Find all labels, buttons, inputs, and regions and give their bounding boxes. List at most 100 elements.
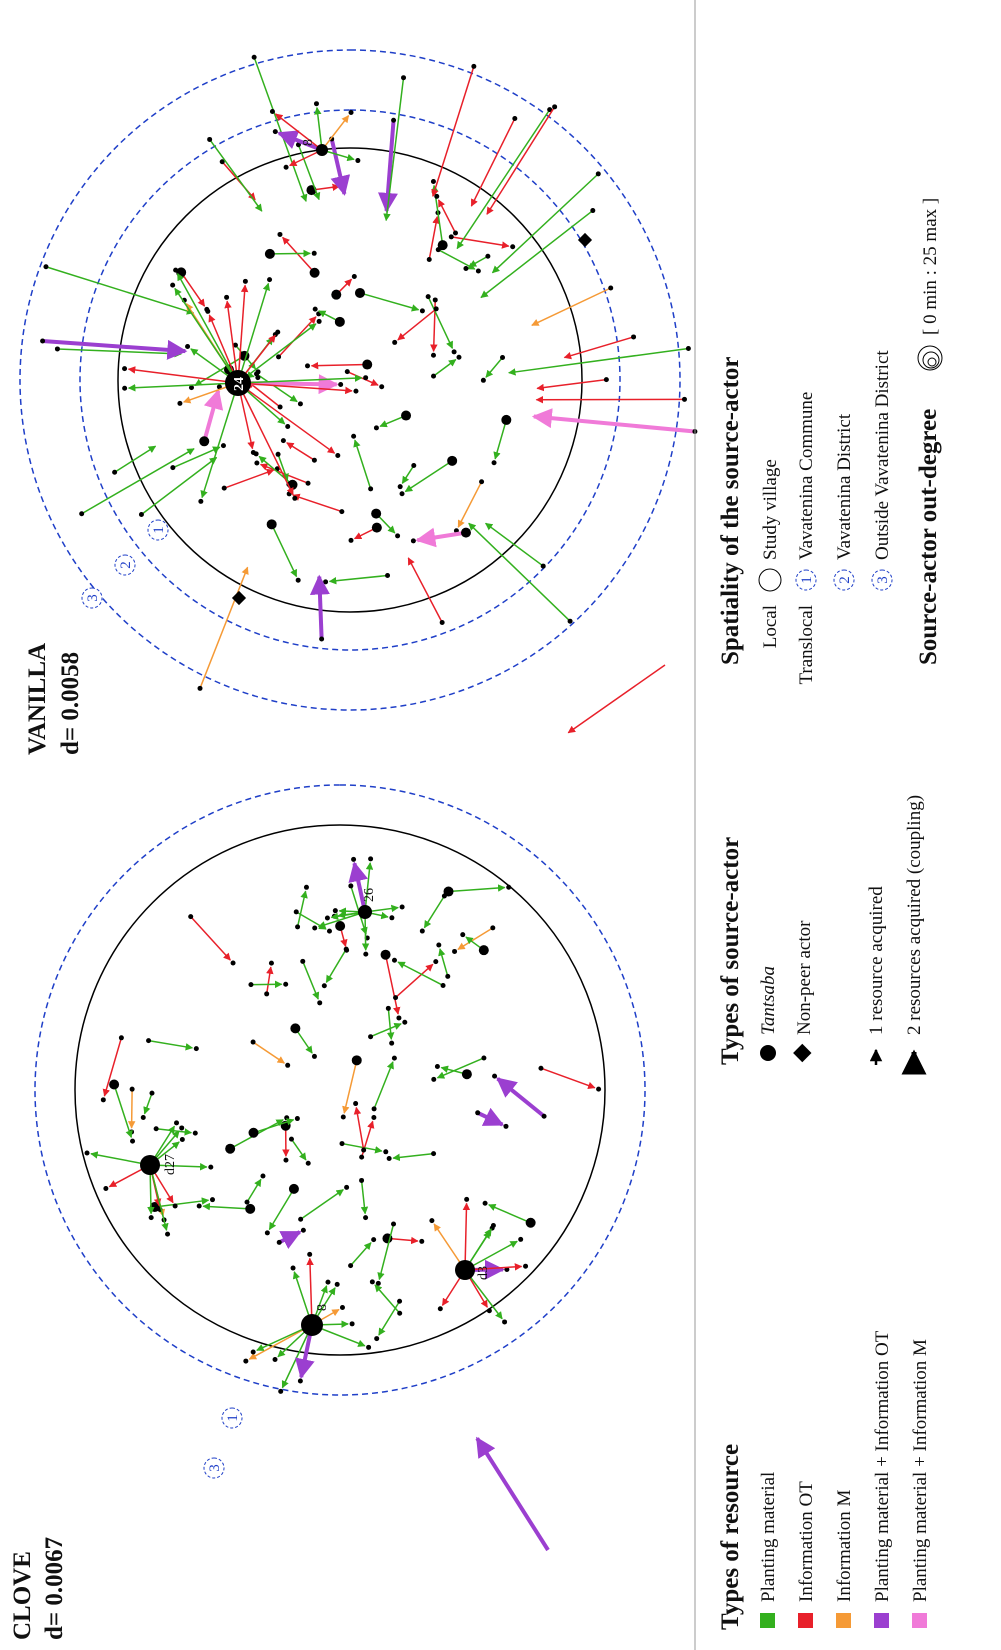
actor-node (243, 1358, 249, 1364)
actor-node (148, 1215, 154, 1221)
actor-node (250, 1349, 256, 1355)
actor-node (362, 359, 373, 370)
actor-node (363, 375, 369, 381)
actor-node (501, 414, 512, 425)
actor-node (464, 1196, 470, 1202)
actor-node (290, 1023, 301, 1034)
ring-label: 1 (799, 576, 815, 584)
actor-node (103, 1186, 109, 1192)
actor-node (303, 884, 309, 890)
legend-resource: Types of resource Planting material Info… (717, 1330, 931, 1630)
edge (310, 361, 368, 370)
actor-node (437, 1306, 443, 1312)
edge (256, 373, 298, 403)
actor-node (363, 1215, 369, 1221)
actor-node (410, 538, 416, 544)
actor-node (269, 109, 275, 115)
actor-node (248, 1127, 259, 1138)
edge (448, 884, 506, 893)
actor-node (389, 1040, 395, 1046)
actor-node (221, 485, 227, 491)
actor-node (595, 171, 601, 177)
actor-node (348, 883, 354, 889)
edge (475, 1436, 550, 1552)
actor-node (401, 410, 412, 421)
actor-node (371, 1115, 377, 1121)
edge (377, 1223, 395, 1281)
actor-node (264, 991, 270, 997)
actor-node (207, 136, 213, 142)
actor-node (547, 107, 553, 113)
edge (387, 1236, 419, 1245)
actor-node (193, 1046, 199, 1052)
actor-node (518, 1236, 524, 1242)
actor-node (260, 1173, 266, 1179)
edge (148, 1039, 194, 1051)
actor-node (313, 101, 319, 107)
actor-node (439, 620, 445, 626)
actor-node (254, 460, 260, 466)
actor-node (359, 1154, 365, 1160)
edge (113, 1084, 133, 1139)
ring-label: 1 (151, 526, 167, 534)
actor-node (392, 339, 398, 345)
actor-node (371, 1237, 377, 1243)
actor-node (502, 1319, 508, 1325)
actor-node (79, 511, 85, 517)
legend-item: Vavatenina District (834, 413, 855, 560)
edge (468, 522, 571, 622)
edge (359, 292, 420, 312)
edge (485, 357, 504, 378)
actor-node (325, 1279, 331, 1285)
legend-title: Source-actor out-degree (915, 409, 942, 665)
edge (370, 1022, 402, 1038)
actor-node (437, 240, 448, 251)
actor-node (321, 983, 327, 989)
outdegree-symbol (922, 351, 940, 369)
ring-badge (221, 1407, 243, 1429)
actor-node (433, 306, 439, 312)
edge (278, 1230, 302, 1250)
swatch (760, 1613, 775, 1628)
actor-node (130, 1138, 136, 1144)
actor-node (434, 193, 440, 199)
edge (190, 916, 231, 961)
actor-node (429, 1218, 435, 1224)
actor-node (219, 159, 225, 165)
actor-node (432, 297, 438, 303)
actor-node (272, 129, 278, 135)
actor-node (286, 491, 292, 497)
actor-node (538, 1065, 544, 1071)
edge (415, 527, 467, 548)
edge (540, 1067, 596, 1090)
actor-node (351, 273, 357, 279)
actor-node (510, 244, 516, 250)
legend-item: Information M (834, 1489, 855, 1602)
legend-actor: Types of source-actor Tantsaba Non-peer … (717, 795, 927, 1075)
actor-node (278, 1388, 284, 1394)
edge (496, 1077, 546, 1118)
edge (488, 1204, 531, 1224)
actor-node (199, 436, 210, 447)
actor-node (463, 265, 469, 271)
edge (149, 1164, 169, 1232)
actor-node (272, 1357, 278, 1363)
actor-node (368, 486, 374, 492)
edge (468, 255, 489, 268)
clove-title: CLOVE (9, 1551, 36, 1640)
actor-node (317, 1000, 323, 1006)
actor-node (460, 932, 466, 938)
actor-node (348, 1263, 354, 1269)
actor-node (335, 920, 346, 931)
actor-node (185, 344, 191, 350)
actor-node (436, 942, 442, 948)
node-label: 8 (315, 1304, 330, 1311)
actor-node (283, 981, 289, 987)
actor-node (500, 354, 506, 360)
actor-node (339, 1305, 345, 1311)
actor-node (112, 469, 118, 475)
actor-node (122, 385, 128, 391)
actor-node (284, 1115, 290, 1121)
ring-badge (81, 587, 103, 609)
node-label: 24 (232, 377, 247, 391)
